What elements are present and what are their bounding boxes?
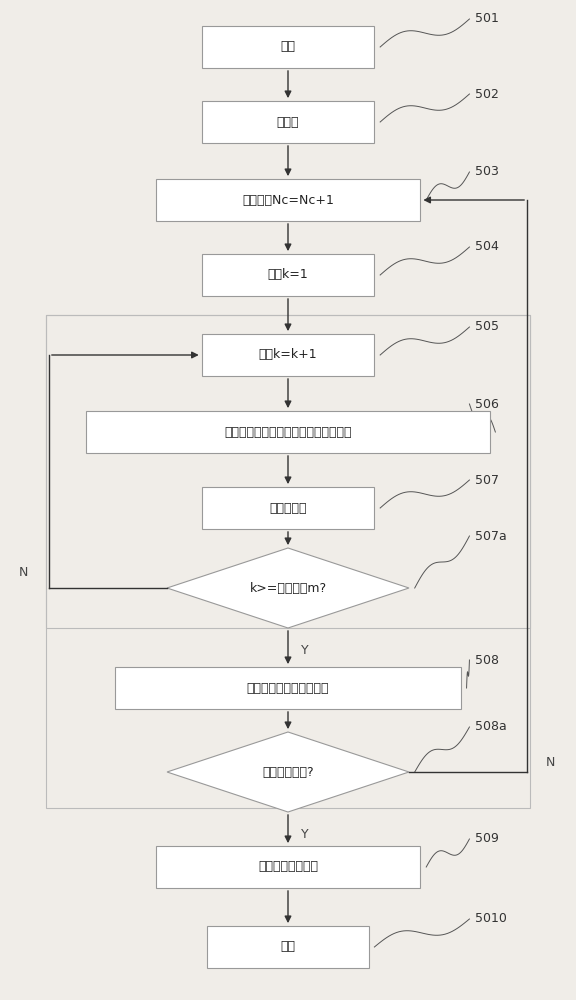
Text: 509: 509 bbox=[475, 832, 499, 846]
FancyBboxPatch shape bbox=[156, 179, 420, 221]
Text: 输出程序计算结果: 输出程序计算结果 bbox=[258, 860, 318, 874]
Text: 507a: 507a bbox=[475, 530, 507, 542]
Text: 506: 506 bbox=[475, 397, 499, 410]
Text: 504: 504 bbox=[475, 240, 499, 253]
Text: 蚂蚁k=k+1: 蚂蚁k=k+1 bbox=[259, 349, 317, 361]
Text: 蚂蚁k=1: 蚂蚁k=1 bbox=[268, 268, 308, 282]
Text: 按照公式进行信息量更新: 按照公式进行信息量更新 bbox=[247, 682, 329, 694]
Text: 503: 503 bbox=[475, 165, 499, 178]
Text: N: N bbox=[18, 566, 28, 580]
Text: 5010: 5010 bbox=[475, 912, 507, 926]
Text: 迭代次数Nc=Nc+1: 迭代次数Nc=Nc+1 bbox=[242, 194, 334, 207]
FancyBboxPatch shape bbox=[156, 846, 420, 888]
FancyBboxPatch shape bbox=[207, 926, 369, 968]
Text: Y: Y bbox=[301, 828, 309, 840]
FancyBboxPatch shape bbox=[86, 411, 490, 453]
FancyBboxPatch shape bbox=[202, 487, 374, 529]
Text: 507: 507 bbox=[475, 474, 499, 487]
Text: 505: 505 bbox=[475, 320, 499, 334]
Text: 开始: 开始 bbox=[281, 40, 295, 53]
Text: 501: 501 bbox=[475, 12, 499, 25]
Polygon shape bbox=[167, 732, 409, 812]
Text: 初始化: 初始化 bbox=[276, 115, 300, 128]
FancyBboxPatch shape bbox=[202, 101, 374, 143]
Text: 修改禁忌表: 修改禁忌表 bbox=[269, 502, 307, 514]
Text: 按照状态选择概率公式选择下一个元素: 按照状态选择概率公式选择下一个元素 bbox=[224, 426, 352, 438]
Text: 结束: 结束 bbox=[281, 940, 295, 954]
Text: Y: Y bbox=[301, 644, 309, 656]
FancyBboxPatch shape bbox=[202, 254, 374, 296]
FancyBboxPatch shape bbox=[115, 667, 461, 709]
Text: 508: 508 bbox=[475, 654, 499, 666]
Polygon shape bbox=[167, 548, 409, 628]
Text: k>=蚂蚁总数m?: k>=蚂蚁总数m? bbox=[249, 582, 327, 594]
FancyBboxPatch shape bbox=[202, 26, 374, 68]
Text: 502: 502 bbox=[475, 88, 499, 101]
Text: N: N bbox=[545, 756, 555, 768]
FancyBboxPatch shape bbox=[202, 334, 374, 376]
Text: 满足结束条件?: 满足结束条件? bbox=[262, 766, 314, 778]
Text: 508a: 508a bbox=[475, 720, 507, 734]
